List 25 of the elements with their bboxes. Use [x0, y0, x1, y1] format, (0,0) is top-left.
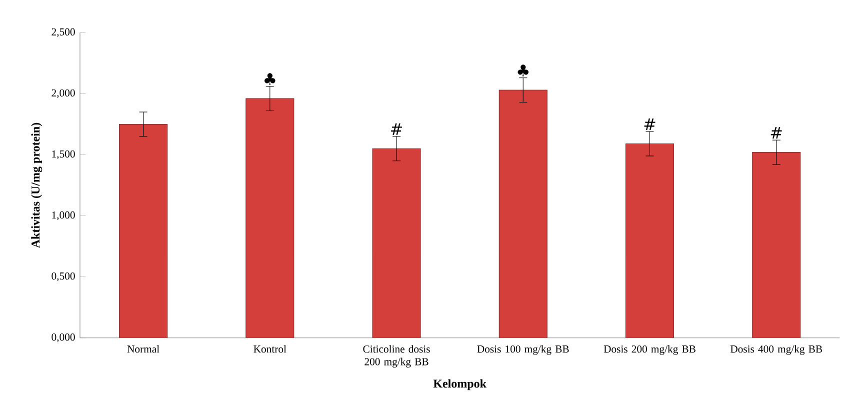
annotation: #: [770, 127, 782, 139]
y-tick-label: 0,000: [52, 334, 75, 342]
annotation: ♣: [264, 73, 276, 85]
x-tick-label: Normal: [127, 345, 160, 353]
bar: [752, 152, 801, 338]
bar: [498, 90, 548, 338]
y-tick-label: 1,500: [52, 150, 75, 160]
bar: [625, 144, 674, 338]
annotation: #: [391, 123, 402, 135]
y-axis-title: Aktivitas (U/mg protein): [31, 122, 42, 248]
y-tick-label: 0,500: [52, 272, 75, 282]
bar: [119, 124, 168, 338]
annotation: ♣: [518, 64, 529, 76]
x-tick-label: Dosis 200 mg/kg BB: [604, 345, 696, 355]
x-tick-label: Kontrol: [254, 345, 286, 353]
bar: [246, 98, 294, 338]
annotation: #: [644, 118, 656, 130]
y-tick-label: 1,000: [52, 211, 75, 220]
y-tick-label: 2,000: [52, 89, 75, 98]
y-tick-label: 2,500: [52, 28, 75, 38]
x-tick-label: Citicoline dosis 200 mg/kg BB: [363, 345, 430, 368]
x-tick-label: Dosis 100 mg/kg BB: [477, 345, 569, 355]
x-axis-title: Kelompok: [433, 379, 486, 390]
bar: [372, 148, 421, 338]
x-tick-label: Dosis 400 mg/kg BB: [730, 345, 822, 355]
